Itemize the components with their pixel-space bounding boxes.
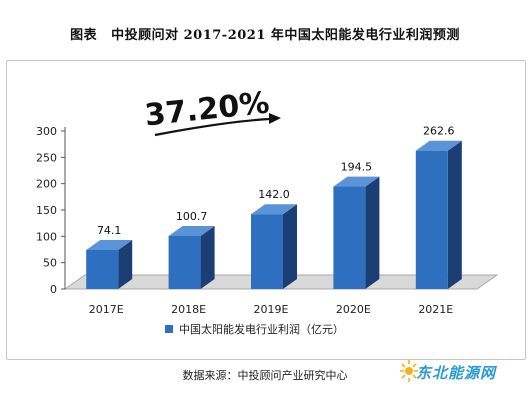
watermark-text: 东北能源网 (416, 364, 497, 382)
watermark-logo: 东北能源网 (398, 350, 528, 398)
chart-title-text: 中投顾问对 2017-2021 年中国太阳能发电行业利润预测 (111, 28, 460, 43)
bar-2021E (415, 140, 462, 289)
y-tick-label: 200 (36, 178, 57, 191)
y-tick-label: 50 (43, 257, 57, 270)
legend-swatch (165, 325, 173, 333)
bar-value-label: 74.1 (97, 224, 122, 237)
bar-front-face (415, 150, 448, 289)
x-tick-label: 2021E (418, 303, 453, 316)
bar-value-label: 194.5 (341, 161, 373, 174)
bar-2017E (86, 239, 133, 289)
bar-front-face (251, 214, 283, 289)
bar-top-face (251, 204, 297, 215)
bar-side-face (200, 225, 215, 289)
x-tick-label: 2018E (171, 303, 206, 316)
growth-arrow-line (154, 117, 270, 137)
bar-top-face (86, 239, 133, 250)
bar-front-face (168, 235, 201, 289)
bar-side-face (365, 176, 380, 289)
bar-2019E (251, 204, 297, 289)
bar-2020E (333, 176, 380, 289)
x-tick-label: 2020E (336, 303, 371, 316)
bar-front-face (333, 186, 366, 289)
growth-arrow-head-icon (269, 113, 281, 124)
growth-rate-label: 37.20% (143, 86, 271, 134)
y-tick-label: 100 (36, 230, 57, 243)
bar-side-face (283, 204, 297, 289)
bar-top-face (333, 176, 380, 187)
bar-value-label: 262.6 (423, 125, 455, 138)
chart-frame: 0 50 100 150 200 250 300 74.1 2017E 100.7 2018E 142… (6, 60, 526, 360)
sun-logo-icon (400, 360, 418, 382)
x-tick-label: 2019E (254, 303, 289, 316)
y-tick-label: 250 (36, 151, 57, 164)
data-source-note: 数据来源：中投顾问产业研究中心 (182, 369, 348, 382)
bar-chart: 0 50 100 150 200 250 300 74.1 2017E 100.7 2018E 142… (36, 86, 499, 336)
y-tick-label: 0 (50, 283, 57, 296)
bar-value-label: 100.7 (176, 210, 208, 223)
bar-front-face (86, 249, 119, 289)
chart-title: 图表 中投顾问对 2017-2021 年中国太阳能发电行业利润预测 (0, 24, 530, 43)
bar-top-face (168, 225, 215, 236)
bar-top-face (415, 140, 462, 151)
bar-value-label: 142.0 (258, 188, 290, 201)
x-tick-label: 2017E (89, 303, 124, 316)
y-tick-label: 300 (36, 125, 57, 138)
chart-title-prefix: 图表 (70, 28, 98, 43)
y-tick-label: 150 (36, 204, 57, 217)
legend-label: 中国太阳能发电行业利润（亿元） (179, 322, 344, 336)
bar-side-face (118, 239, 133, 289)
bar-2018E (168, 225, 215, 289)
bar-side-face (447, 140, 462, 289)
